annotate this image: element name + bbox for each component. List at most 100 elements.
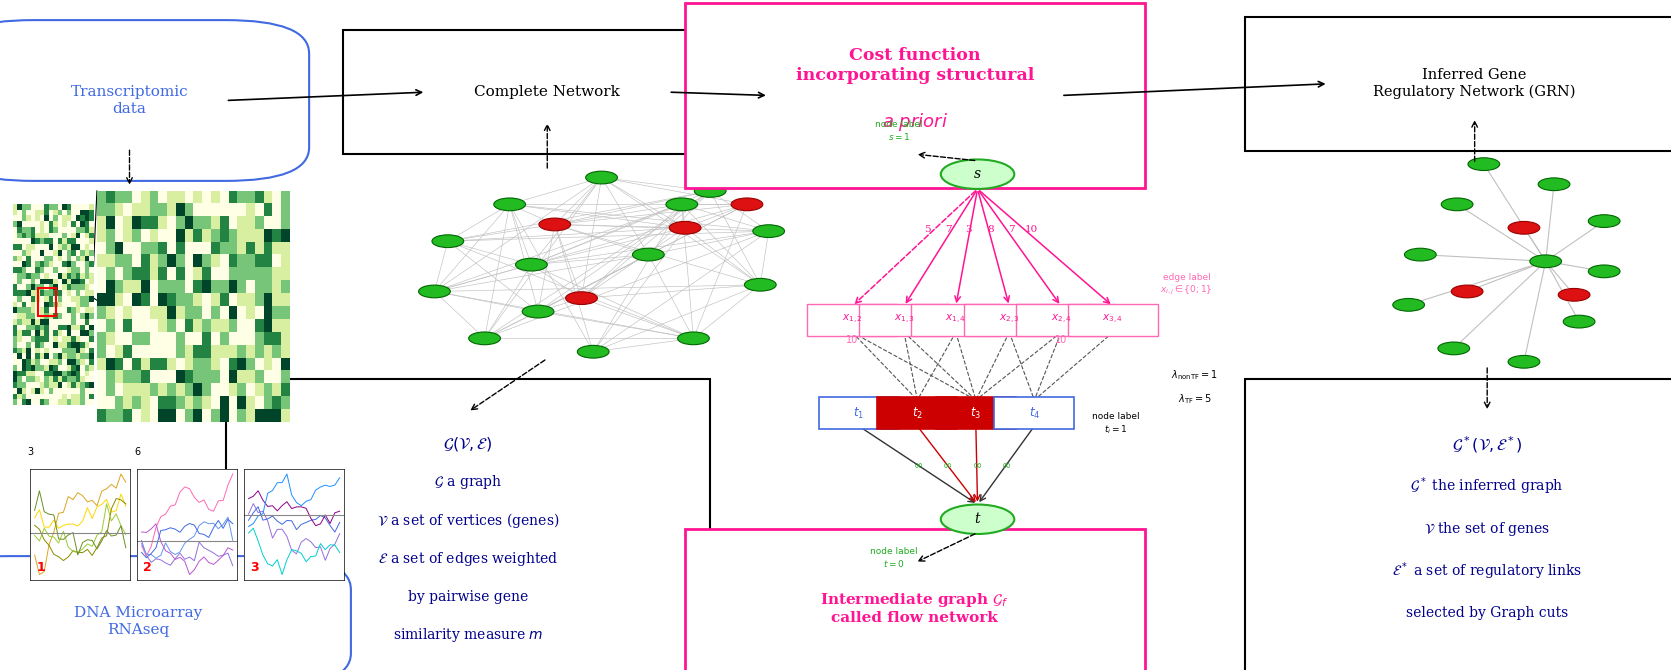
Text: $\mathit{a\ priori}$: $\mathit{a\ priori}$ <box>882 111 947 133</box>
Circle shape <box>941 505 1014 534</box>
Text: Cost function
incorporating structural: Cost function incorporating structural <box>795 47 1034 84</box>
FancyBboxPatch shape <box>0 20 309 181</box>
Circle shape <box>1509 221 1539 234</box>
Text: $\mathcal{G}^*$ the inferred graph: $\mathcal{G}^*$ the inferred graph <box>1410 476 1564 497</box>
Text: $\lambda_{\mathrm{nonTF}}=1$: $\lambda_{\mathrm{nonTF}}=1$ <box>1171 369 1218 382</box>
FancyBboxPatch shape <box>807 304 897 336</box>
Circle shape <box>565 291 597 304</box>
Circle shape <box>495 198 525 210</box>
Circle shape <box>695 185 725 198</box>
FancyBboxPatch shape <box>1068 304 1158 336</box>
Circle shape <box>677 332 709 345</box>
Text: $\mathcal{G}(\mathcal{V},\mathcal{E})$: $\mathcal{G}(\mathcal{V},\mathcal{E})$ <box>443 436 493 453</box>
Text: $\lambda_{\mathrm{TF}}=5$: $\lambda_{\mathrm{TF}}=5$ <box>1178 392 1211 405</box>
Text: node label
$t_i=1$: node label $t_i=1$ <box>1093 413 1140 436</box>
Circle shape <box>1440 198 1474 210</box>
Circle shape <box>1587 214 1619 227</box>
Text: $\mathcal{V}$ a set of vertices (genes): $\mathcal{V}$ a set of vertices (genes) <box>376 511 560 530</box>
Circle shape <box>585 171 617 184</box>
Text: $\infty$: $\infty$ <box>912 460 924 470</box>
Circle shape <box>576 346 608 358</box>
Text: 2: 2 <box>144 561 152 574</box>
Text: $x_{1,2}$: $x_{1,2}$ <box>842 313 862 326</box>
Circle shape <box>1564 315 1594 328</box>
Text: similarity measure $m$: similarity measure $m$ <box>393 626 543 644</box>
Circle shape <box>431 234 465 247</box>
Text: 1: 1 <box>37 561 45 574</box>
FancyBboxPatch shape <box>0 556 351 670</box>
Text: 7: 7 <box>1008 224 1014 234</box>
Text: $\mathcal{V}$ the set of genes: $\mathcal{V}$ the set of genes <box>1424 520 1551 537</box>
Text: 10: 10 <box>846 336 859 345</box>
FancyBboxPatch shape <box>994 397 1074 429</box>
FancyBboxPatch shape <box>1245 17 1671 151</box>
Text: $\mathcal{G}$ a graph: $\mathcal{G}$ a graph <box>434 474 501 491</box>
FancyBboxPatch shape <box>877 397 957 429</box>
Circle shape <box>752 224 785 237</box>
Circle shape <box>1557 288 1591 301</box>
Text: $x_{2,4}$: $x_{2,4}$ <box>1051 313 1071 326</box>
Text: node label
$s=1$: node label $s=1$ <box>876 120 922 141</box>
FancyBboxPatch shape <box>1245 379 1671 670</box>
Circle shape <box>521 305 555 318</box>
Text: $x_{2,3}$: $x_{2,3}$ <box>999 313 1019 326</box>
FancyBboxPatch shape <box>1016 304 1106 336</box>
Text: Intermediate graph $\mathcal{G}_f$
called flow network: Intermediate graph $\mathcal{G}_f$ calle… <box>820 591 1009 625</box>
Circle shape <box>1537 178 1569 190</box>
Text: s: s <box>974 168 981 181</box>
Text: 20: 20 <box>553 447 566 457</box>
FancyBboxPatch shape <box>859 304 949 336</box>
Text: Inferred Gene
Regulatory Network (GRN): Inferred Gene Regulatory Network (GRN) <box>1374 68 1576 99</box>
Circle shape <box>941 159 1014 189</box>
Text: 15: 15 <box>453 447 466 457</box>
Circle shape <box>1437 342 1470 355</box>
Text: 6: 6 <box>134 447 140 457</box>
Text: 3: 3 <box>251 561 259 574</box>
Circle shape <box>1469 157 1499 170</box>
Text: DNA Microarray
RNAseq: DNA Microarray RNAseq <box>74 606 202 636</box>
Text: Transcriptomic
data: Transcriptomic data <box>70 85 189 116</box>
Text: $\mathcal{E}$ a set of edges weighted: $\mathcal{E}$ a set of edges weighted <box>378 550 558 567</box>
Text: 10: 10 <box>1024 224 1038 234</box>
Text: $\infty$: $\infty$ <box>971 460 983 470</box>
Circle shape <box>1394 298 1424 311</box>
Text: Complete Network: Complete Network <box>475 85 620 99</box>
FancyBboxPatch shape <box>911 304 1001 336</box>
Text: 8: 8 <box>988 224 994 234</box>
FancyBboxPatch shape <box>819 397 899 429</box>
Circle shape <box>1404 249 1437 261</box>
Circle shape <box>665 198 697 210</box>
Text: selected by Graph cuts: selected by Graph cuts <box>1405 606 1569 620</box>
Text: $\infty$: $\infty$ <box>1001 460 1011 470</box>
Circle shape <box>1450 285 1482 298</box>
Text: $x_{1,3}$: $x_{1,3}$ <box>894 313 914 326</box>
Circle shape <box>632 249 665 261</box>
Circle shape <box>515 259 548 271</box>
Text: 3: 3 <box>27 447 33 457</box>
Circle shape <box>745 279 775 291</box>
Text: 9: 9 <box>241 447 247 457</box>
Text: node label
$t=0$: node label $t=0$ <box>871 547 917 569</box>
Text: 12: 12 <box>344 447 358 457</box>
Bar <box>38 287 55 316</box>
Circle shape <box>468 332 501 345</box>
FancyBboxPatch shape <box>936 397 1016 429</box>
FancyBboxPatch shape <box>343 30 752 154</box>
Text: 5: 5 <box>924 224 931 234</box>
Circle shape <box>668 221 702 234</box>
Text: $t_2$: $t_2$ <box>912 406 922 421</box>
FancyBboxPatch shape <box>226 379 710 670</box>
Circle shape <box>538 218 571 230</box>
Text: edge label
$x_{i,j}\in\{0;1\}$: edge label $x_{i,j}\in\{0;1\}$ <box>1160 273 1213 297</box>
Text: t: t <box>974 513 981 526</box>
Text: 3: 3 <box>966 224 973 234</box>
Text: $t_4$: $t_4$ <box>1029 406 1039 421</box>
Text: 7: 7 <box>944 224 951 234</box>
Text: $\infty$: $\infty$ <box>942 460 952 470</box>
Circle shape <box>1587 265 1619 278</box>
Text: $\mathcal{G}^*(\mathcal{V},\mathcal{E}^*)$: $\mathcal{G}^*(\mathcal{V},\mathcal{E}^*… <box>1452 434 1522 454</box>
FancyBboxPatch shape <box>685 3 1145 188</box>
Circle shape <box>1531 255 1561 268</box>
Text: $x_{3,4}$: $x_{3,4}$ <box>1103 313 1123 326</box>
FancyBboxPatch shape <box>685 529 1145 670</box>
